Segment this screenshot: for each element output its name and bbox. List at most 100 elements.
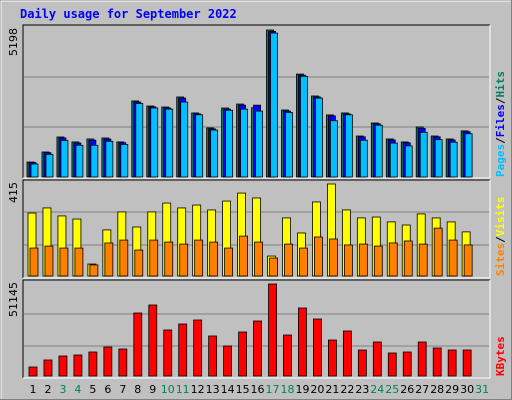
bar [433, 227, 443, 277]
bar [165, 108, 174, 178]
x-tick-label: 15 [236, 383, 250, 396]
x-tick-label: 29 [445, 383, 459, 396]
bar [150, 107, 159, 178]
plot-border [23, 280, 491, 379]
bar [327, 339, 337, 377]
bar [419, 131, 428, 178]
bar [402, 351, 412, 377]
bar [60, 140, 69, 178]
plot-border [22, 179, 490, 278]
bar [75, 144, 84, 178]
bar [462, 349, 472, 377]
x-tick-label: 24 [370, 383, 384, 396]
bar [448, 239, 458, 277]
x-tick-label: 5 [89, 383, 96, 396]
bar [388, 242, 398, 277]
x-tick-label: 6 [104, 383, 111, 396]
bar [284, 243, 293, 277]
legend-entry: Hits [494, 71, 507, 98]
bar [404, 145, 413, 178]
bar [403, 240, 413, 277]
legend: KBytes [494, 336, 507, 376]
bar [194, 239, 204, 277]
bar [28, 366, 38, 377]
bar [343, 244, 353, 277]
x-tick-label: 28 [430, 383, 444, 396]
bar [119, 239, 129, 277]
bar [447, 349, 457, 377]
bar [268, 283, 277, 377]
bar [105, 140, 114, 178]
x-tick-label: 31 [475, 383, 489, 396]
x-tick-label: 19 [295, 383, 309, 396]
bar [285, 112, 293, 178]
bar [74, 247, 84, 277]
bar [449, 141, 458, 178]
bar [134, 249, 144, 277]
bar [149, 239, 159, 277]
plot-border [23, 25, 491, 179]
bar [180, 101, 189, 178]
bar [255, 110, 263, 178]
bar [44, 245, 54, 277]
bar [89, 264, 99, 277]
bar [373, 245, 383, 277]
bar [298, 307, 307, 377]
bar [120, 144, 129, 178]
bar [133, 312, 143, 377]
bar [59, 247, 69, 277]
bar [387, 352, 397, 377]
bar [358, 243, 368, 277]
bar [43, 359, 53, 377]
bar [359, 139, 368, 178]
legend-entry: Visits [494, 197, 507, 237]
bar [163, 329, 173, 377]
bar [463, 244, 473, 277]
bar [73, 354, 83, 377]
x-tick-label: 7 [119, 383, 126, 396]
bar [374, 124, 383, 178]
bar [389, 142, 398, 178]
bar [283, 334, 292, 377]
legend-separator: / [494, 236, 507, 243]
bar [239, 235, 248, 277]
x-tick-label: 11 [176, 383, 190, 396]
x-tick-label: 3 [59, 383, 66, 396]
x-tick-label: 13 [206, 383, 220, 396]
bar [315, 97, 323, 178]
bar [193, 319, 203, 377]
bar [253, 320, 262, 377]
bar [164, 241, 174, 277]
y-tick-label: 5198 [7, 28, 20, 56]
legend: Pages/Files/Hits [494, 71, 507, 177]
bar [104, 242, 114, 277]
legend-entry: Pages [494, 144, 507, 177]
x-tick-label: 8 [134, 383, 141, 396]
bar [434, 139, 443, 178]
bar [342, 330, 352, 377]
bar [418, 243, 428, 277]
bar [45, 153, 54, 178]
x-tick-label: 9 [149, 383, 156, 396]
bar [238, 331, 247, 377]
bar [178, 323, 188, 377]
bar [329, 120, 338, 178]
bar [269, 257, 278, 277]
bar [225, 109, 234, 178]
x-tick-label: 12 [191, 383, 205, 396]
legend-separator: / [494, 137, 507, 144]
bar [464, 133, 473, 178]
bar [103, 346, 113, 377]
bar [223, 345, 233, 377]
x-tick-label: 23 [355, 383, 369, 396]
x-tick-label: 18 [280, 383, 294, 396]
bar [254, 241, 263, 277]
x-tick-label: 25 [385, 383, 399, 396]
plot-border [22, 279, 490, 378]
x-tick-label: 4 [74, 383, 81, 396]
legend-separator: / [494, 97, 507, 104]
bar [195, 114, 204, 178]
legend-entry: Sites [494, 243, 507, 276]
plot-border [23, 180, 491, 279]
